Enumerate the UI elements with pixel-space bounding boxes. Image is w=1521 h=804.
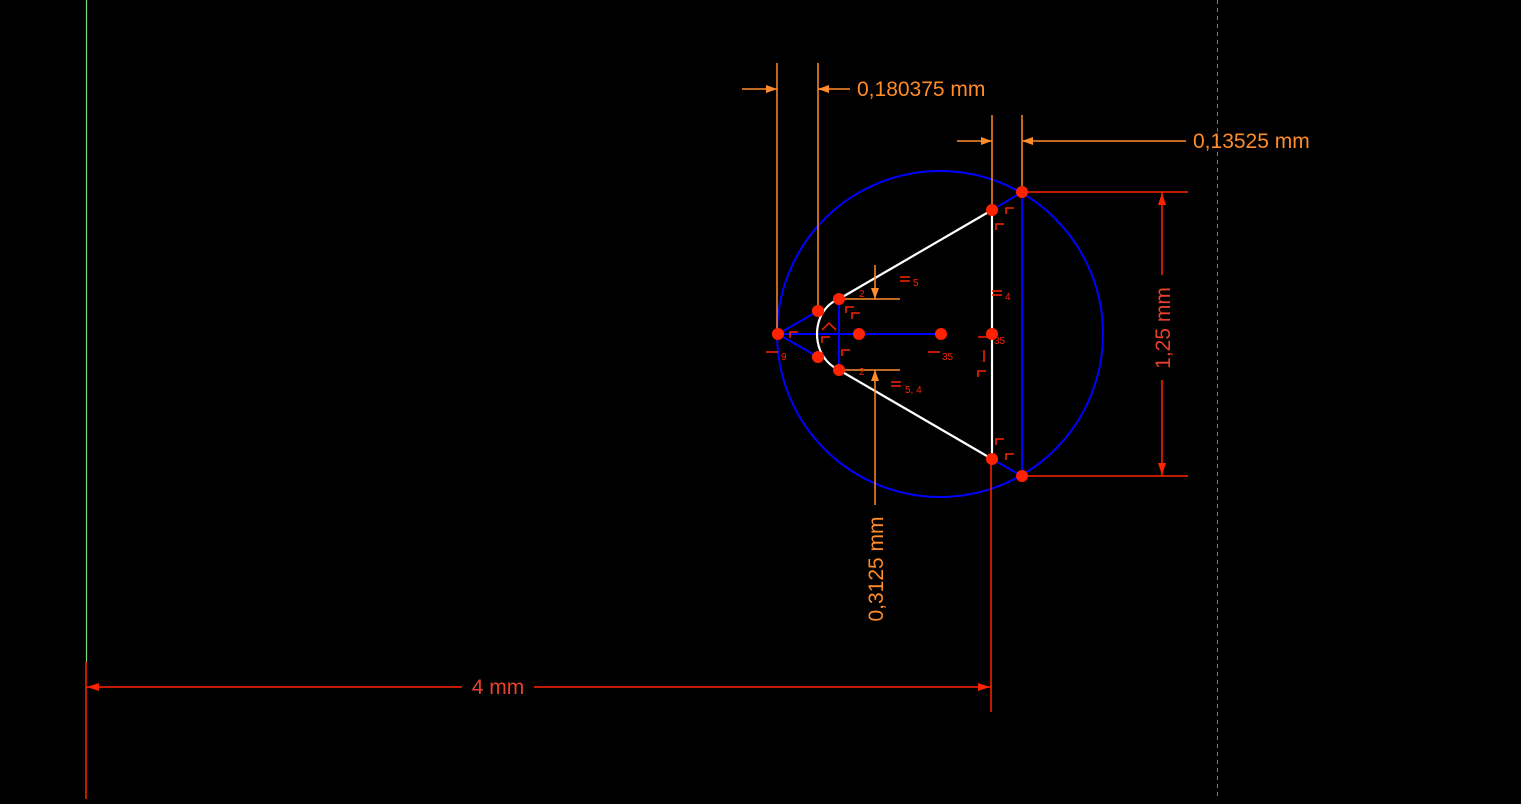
constraint-symbols bbox=[766, 207, 1014, 460]
triangle-top-edge[interactable] bbox=[838, 209, 993, 300]
dimension-arrow bbox=[1158, 193, 1166, 205]
coincident-icon[interactable] bbox=[995, 223, 1004, 230]
constraint-label-eq-right: 4 bbox=[1005, 292, 1011, 303]
vertex-point[interactable] bbox=[986, 204, 998, 216]
dimension-arrow bbox=[766, 85, 777, 93]
coincident-icon[interactable] bbox=[1005, 453, 1014, 460]
constraint-labels: 5 4 5, 4 9 2 2 35 35 bbox=[781, 278, 1011, 396]
vertex-point[interactable] bbox=[935, 328, 947, 340]
constraint-label-eq-top: 5 bbox=[913, 278, 919, 289]
vertex-point[interactable] bbox=[833, 364, 845, 376]
dimension-arrow bbox=[1022, 137, 1033, 145]
dimension-arrow bbox=[871, 370, 879, 381]
dimension-label-tip-height[interactable]: 0,3125 mm bbox=[865, 516, 888, 621]
construction-line-tip-bottom[interactable] bbox=[777, 333, 819, 358]
tip-arc[interactable] bbox=[815, 297, 840, 371]
coincident-icon[interactable] bbox=[845, 306, 854, 313]
coincident-icon[interactable] bbox=[851, 312, 860, 319]
dimension-arrow bbox=[87, 683, 99, 691]
vertex-point[interactable] bbox=[812, 305, 824, 317]
dimension-height[interactable] bbox=[1022, 191, 1188, 477]
dimension-right-width[interactable] bbox=[957, 115, 1186, 210]
constraint-label-index-2-top: 2 bbox=[859, 289, 865, 300]
dimension-tip-height[interactable] bbox=[839, 265, 900, 505]
vertex-point[interactable] bbox=[986, 328, 998, 340]
dimension-label-horizontal-distance[interactable]: 4 mm bbox=[472, 676, 525, 699]
vertex-point[interactable] bbox=[853, 328, 865, 340]
coincident-icon[interactable] bbox=[821, 336, 830, 343]
constraint-label-eq-bottom: 5, 4 bbox=[905, 385, 922, 396]
dimension-arrow bbox=[1158, 463, 1166, 475]
constraint-label-index-35b: 35 bbox=[942, 352, 954, 363]
coincident-icon[interactable] bbox=[995, 438, 1004, 445]
dimension-arrow bbox=[981, 137, 992, 145]
coincident-icon[interactable] bbox=[841, 349, 850, 356]
dimension-label-right-width[interactable]: 0,13525 mm bbox=[1193, 130, 1310, 153]
vertex-point[interactable] bbox=[772, 328, 784, 340]
coincident-icon[interactable] bbox=[977, 370, 986, 377]
tangent-icon[interactable] bbox=[821, 321, 837, 331]
vertices bbox=[772, 186, 1028, 482]
dimension-arrow bbox=[871, 288, 879, 299]
vertex-point[interactable] bbox=[1016, 186, 1028, 198]
constraint-label-index-2-bottom: 2 bbox=[859, 367, 865, 378]
dimension-arrow bbox=[978, 683, 990, 691]
dimension-label-height[interactable]: 1,25 mm bbox=[1152, 287, 1175, 369]
dimension-horizontal-distance[interactable] bbox=[86, 459, 992, 712]
dimension-label-top-width[interactable]: 0,180375 mm bbox=[857, 78, 985, 101]
constraint-label-index-9: 9 bbox=[781, 352, 787, 363]
dimension-top-width[interactable] bbox=[742, 63, 850, 334]
vertex-point[interactable] bbox=[1016, 470, 1028, 482]
vertex-point[interactable] bbox=[986, 453, 998, 465]
triangle-bottom-edge[interactable] bbox=[838, 369, 993, 460]
coincident-icon[interactable] bbox=[1005, 207, 1014, 214]
coincident-icon[interactable] bbox=[789, 331, 798, 338]
construction-line-tip-top[interactable] bbox=[777, 310, 819, 335]
constraint-label-index-35: 35 bbox=[994, 336, 1006, 347]
vertex-point[interactable] bbox=[833, 293, 845, 305]
vertex-point[interactable] bbox=[812, 351, 824, 363]
dimension-arrow bbox=[818, 85, 829, 93]
